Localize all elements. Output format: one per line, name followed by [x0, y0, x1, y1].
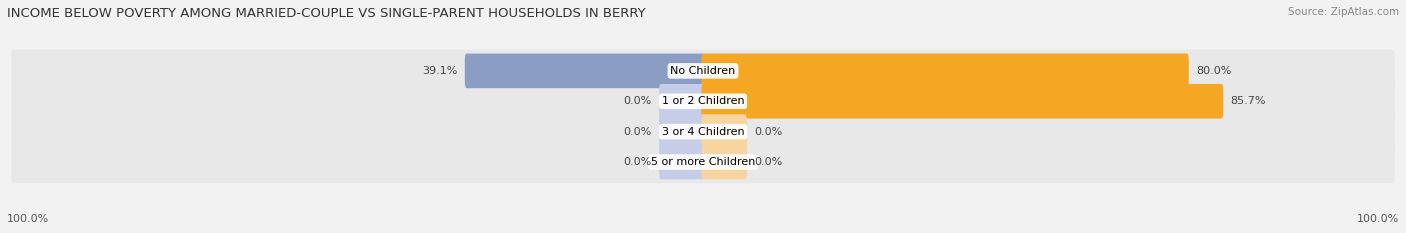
Text: 3 or 4 Children: 3 or 4 Children [662, 127, 744, 137]
Text: 0.0%: 0.0% [755, 127, 783, 137]
Text: 0.0%: 0.0% [623, 157, 651, 167]
Text: 1 or 2 Children: 1 or 2 Children [662, 96, 744, 106]
FancyBboxPatch shape [702, 145, 747, 179]
Text: 5 or more Children: 5 or more Children [651, 157, 755, 167]
Text: INCOME BELOW POVERTY AMONG MARRIED-COUPLE VS SINGLE-PARENT HOUSEHOLDS IN BERRY: INCOME BELOW POVERTY AMONG MARRIED-COUPL… [7, 7, 645, 20]
FancyBboxPatch shape [659, 84, 704, 119]
Text: 100.0%: 100.0% [7, 214, 49, 224]
Text: 0.0%: 0.0% [623, 127, 651, 137]
FancyBboxPatch shape [11, 50, 1395, 92]
Text: 85.7%: 85.7% [1230, 96, 1267, 106]
FancyBboxPatch shape [702, 114, 747, 149]
FancyBboxPatch shape [702, 54, 1188, 88]
FancyBboxPatch shape [465, 54, 704, 88]
FancyBboxPatch shape [11, 110, 1395, 153]
Text: 100.0%: 100.0% [1357, 214, 1399, 224]
Text: 80.0%: 80.0% [1197, 66, 1232, 76]
Text: Source: ZipAtlas.com: Source: ZipAtlas.com [1288, 7, 1399, 17]
FancyBboxPatch shape [659, 145, 704, 179]
FancyBboxPatch shape [659, 114, 704, 149]
Text: 39.1%: 39.1% [422, 66, 457, 76]
FancyBboxPatch shape [11, 80, 1395, 123]
FancyBboxPatch shape [11, 141, 1395, 183]
Text: 0.0%: 0.0% [623, 96, 651, 106]
Text: No Children: No Children [671, 66, 735, 76]
Text: 0.0%: 0.0% [755, 157, 783, 167]
FancyBboxPatch shape [702, 84, 1223, 119]
